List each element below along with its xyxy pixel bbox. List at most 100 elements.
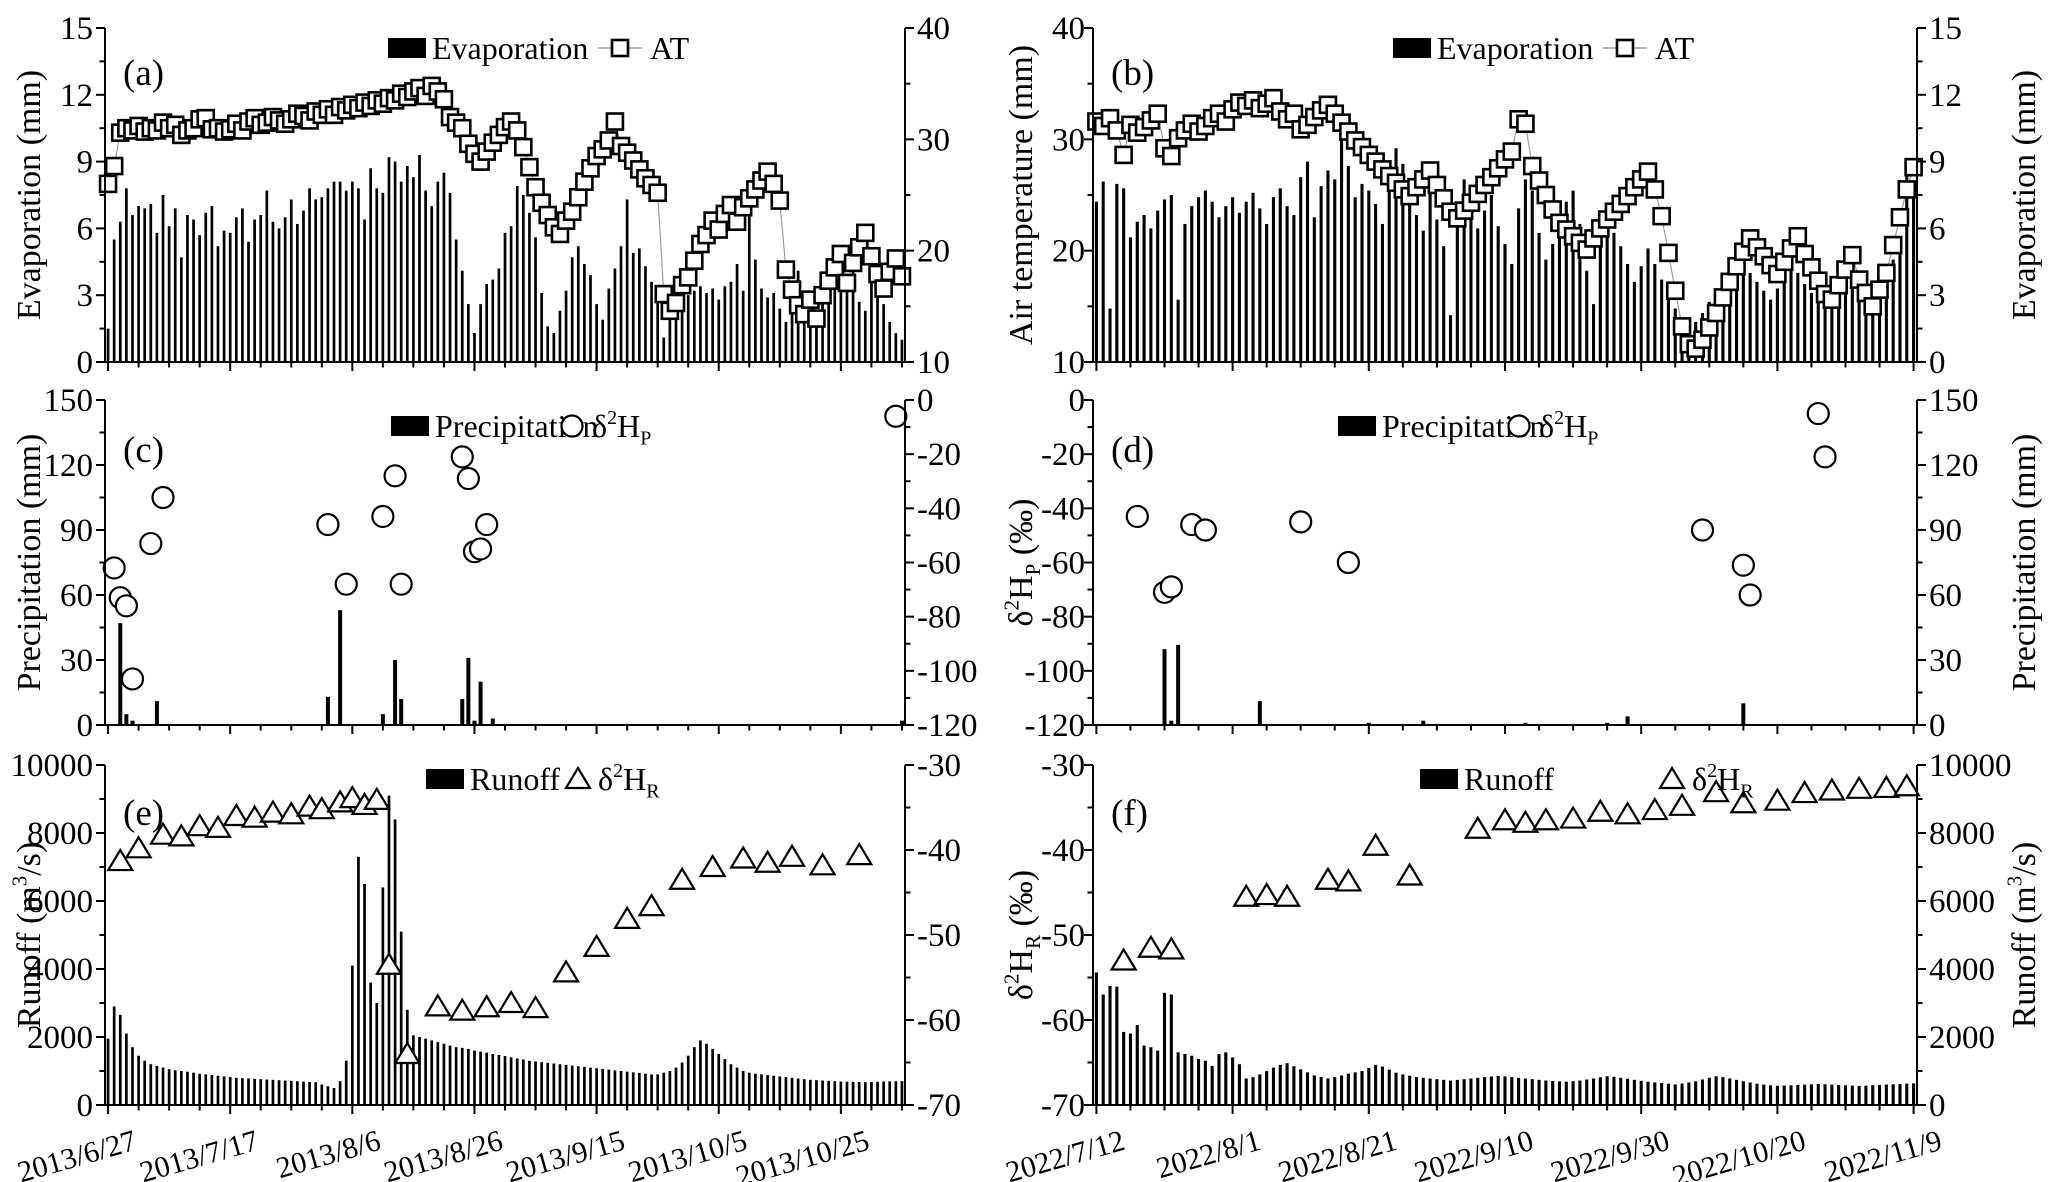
bar: [357, 188, 360, 362]
bar: [1108, 986, 1112, 1105]
bar: [436, 1042, 440, 1105]
bar: [900, 1081, 904, 1105]
bar: [1162, 992, 1167, 1105]
bar: [161, 195, 165, 362]
bar: [1707, 1077, 1711, 1105]
bar: [589, 1067, 592, 1105]
bar: [381, 887, 385, 1105]
bar: [1523, 722, 1528, 725]
bar: [228, 1077, 232, 1105]
bar: [821, 299, 824, 362]
at-square-marker: [605, 112, 625, 131]
isotope-triangle-marker: [552, 959, 581, 983]
bar: [1176, 1052, 1180, 1105]
bar: [1340, 139, 1344, 362]
bar: [1830, 297, 1834, 362]
bar: [1380, 1066, 1384, 1105]
bar: [1660, 279, 1664, 362]
bar: [1803, 1084, 1807, 1105]
bar: [1394, 1072, 1398, 1105]
bar: [393, 660, 398, 725]
tick-label: 0: [1929, 345, 1946, 381]
bar: [241, 208, 244, 362]
isotope-triangle-marker: [1252, 881, 1281, 906]
bar: [558, 310, 562, 362]
bar: [540, 1062, 543, 1105]
isotope-triangle-marker: [1313, 866, 1342, 890]
bar: [1639, 1080, 1643, 1105]
isotope-circle-marker: [560, 414, 584, 438]
bar: [601, 1068, 605, 1105]
isotope-circle-marker: [371, 504, 395, 529]
bar: [613, 268, 617, 362]
bar: [1598, 237, 1602, 362]
bar: [1285, 1063, 1289, 1105]
bar: [747, 1072, 751, 1105]
tick-label: -60: [917, 1003, 961, 1039]
isotope-triangle-marker: [1559, 805, 1588, 829]
bar: [650, 281, 653, 362]
bar: [607, 288, 611, 362]
tick-label: 150: [44, 383, 94, 419]
bar: [1489, 195, 1493, 362]
tick-label: -40: [1041, 833, 1085, 869]
at-square-marker: [678, 268, 698, 287]
at-square-marker: [862, 246, 881, 266]
bar: [485, 1052, 489, 1105]
bar: [833, 277, 837, 362]
bar: [326, 1086, 330, 1105]
at-square-marker: [685, 251, 704, 270]
bar: [1101, 994, 1105, 1105]
isotope-triangle-marker: [472, 994, 501, 1018]
bar: [1483, 210, 1487, 362]
bar: [112, 1006, 116, 1105]
legend-label: δ2HP: [1539, 407, 1598, 449]
bar: [1448, 315, 1453, 362]
bar: [1748, 272, 1752, 362]
tick-label: 30: [1929, 643, 1962, 679]
isotope-triangle-marker: [277, 801, 306, 825]
axis-title: Evaporation (mm): [2006, 70, 2043, 320]
isotope-circle-marker: [1125, 504, 1149, 529]
bar: [839, 266, 843, 362]
at-square-marker: [782, 280, 802, 299]
isotope-triangle-marker: [1395, 862, 1424, 886]
bar: [326, 188, 330, 362]
tick-label: 2000: [1929, 1020, 1995, 1056]
tick-label: 90: [60, 513, 93, 549]
bar: [1292, 215, 1296, 362]
bar: [405, 166, 409, 362]
bar: [766, 1075, 769, 1105]
legend-bar-swatch: [388, 38, 426, 58]
bar: [784, 321, 788, 362]
tick-label: -60: [1041, 546, 1085, 582]
bar: [497, 1055, 501, 1105]
bar: [1183, 1054, 1187, 1105]
isotope-triangle-marker: [1729, 790, 1758, 814]
tick-label: 3: [77, 278, 94, 314]
bar: [1169, 195, 1173, 362]
isotope-circle-marker: [316, 512, 340, 537]
bar: [888, 321, 892, 362]
bar: [1884, 1084, 1888, 1105]
bar: [1843, 1085, 1848, 1105]
bar: [1387, 174, 1391, 362]
isotope-triangle-marker: [1157, 936, 1186, 960]
bar: [638, 248, 641, 362]
isotope-triangle-marker: [808, 852, 837, 876]
bar: [1741, 1081, 1745, 1105]
bar: [1251, 192, 1255, 362]
isotope-triangle-marker: [185, 813, 214, 837]
bar: [436, 181, 440, 362]
bar: [1135, 221, 1139, 362]
bar: [1265, 223, 1269, 362]
bar: [1571, 190, 1575, 362]
bar: [1217, 217, 1221, 362]
bar: [1455, 1079, 1459, 1105]
bar: [1312, 217, 1316, 362]
bar: [460, 270, 464, 362]
bar: [1537, 1079, 1541, 1105]
bar: [870, 264, 873, 362]
panel-f: -30-40-50-60-701000080006000400020000202…: [1002, 748, 2043, 1182]
bar: [491, 1054, 495, 1105]
